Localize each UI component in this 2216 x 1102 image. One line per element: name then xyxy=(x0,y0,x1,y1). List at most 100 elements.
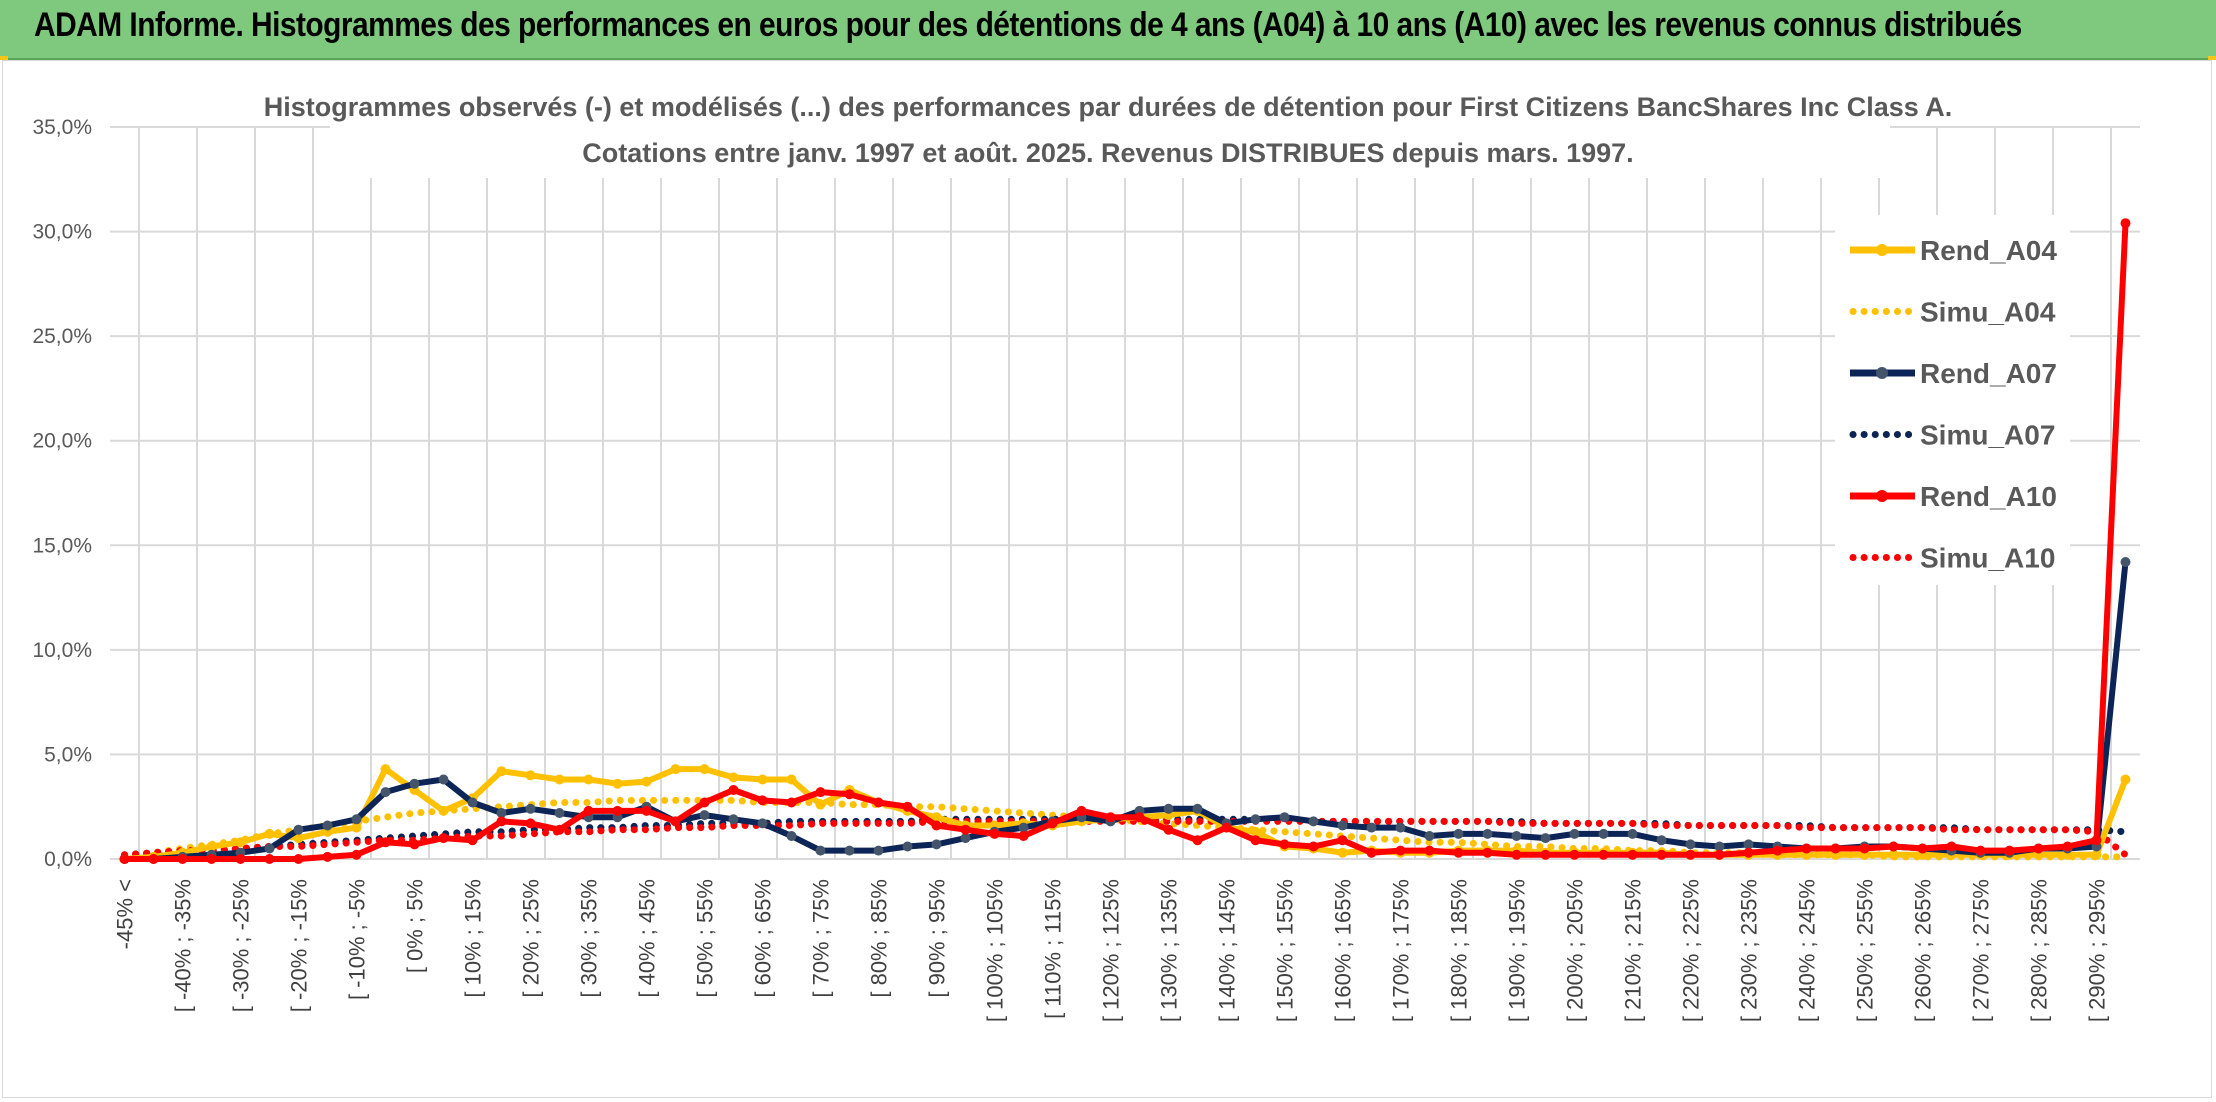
x-tick-label: [ 190% ; 195% xyxy=(1505,879,1530,1022)
x-tick-label: [ 160% ; 165% xyxy=(1331,879,1356,1022)
data-point-rend-a04 xyxy=(815,799,826,810)
data-point-rend-a10 xyxy=(989,828,1000,839)
x-tick-label: [ 280% ; 285% xyxy=(2027,879,2052,1022)
frame-corner-left xyxy=(0,56,8,60)
data-point-rend-a10 xyxy=(1569,849,1580,860)
x-tick-label: [ 250% ; 255% xyxy=(1853,879,1878,1022)
data-point-rend-a10 xyxy=(1714,849,1725,860)
data-point-rend-a10 xyxy=(1540,849,1551,860)
data-point-rend-a07 xyxy=(1685,839,1696,850)
data-point-rend-a10 xyxy=(844,789,855,800)
data-point-rend-a07 xyxy=(467,797,478,808)
data-point-rend-a10 xyxy=(931,820,942,831)
legend-background xyxy=(1835,215,2070,585)
x-tick-label: [ 290% ; 295% xyxy=(2085,879,2110,1022)
y-axis-ticks: 0,0% 5,0% 10,0% 15,0% 20,0% 25,0% 30,0% 35,0% xyxy=(32,116,92,871)
data-point-rend-a07 xyxy=(351,814,362,825)
x-tick-label: [ 30% ; 35% xyxy=(577,879,602,998)
series-line-rend-a10 xyxy=(124,223,2129,862)
data-point-rend-a04 xyxy=(554,774,565,785)
data-point-rend-a04 xyxy=(786,774,797,785)
data-point-rend-a07 xyxy=(1598,828,1609,839)
data-point-rend-a10 xyxy=(293,854,304,864)
data-point-rend-a10 xyxy=(1134,812,1145,823)
data-point-rend-a07 xyxy=(264,843,275,854)
data-point-rend-a10 xyxy=(322,851,333,862)
data-point-rend-a07 xyxy=(1308,816,1319,827)
data-point-rend-a07 xyxy=(554,808,565,818)
legend-label-simu-a10: Simu_A10 xyxy=(1920,543,2055,574)
x-tick-label: [ 40% ; 45% xyxy=(635,879,660,998)
data-point-rend-a10 xyxy=(438,833,449,844)
data-point-rend-a07 xyxy=(1424,831,1435,841)
data-point-rend-a10 xyxy=(583,805,594,816)
data-point-rend-a10 xyxy=(641,805,652,816)
x-tick-label: [ 70% ; 75% xyxy=(809,879,834,998)
y-tick-label: 15,0% xyxy=(32,534,92,557)
x-tick-label: [ 210% ; 215% xyxy=(1621,879,1646,1022)
data-point-rend-a10 xyxy=(1076,805,1087,816)
data-point-rend-a07 xyxy=(1366,822,1377,833)
x-tick-label: [ 150% ; 155% xyxy=(1273,879,1298,1022)
data-point-rend-a10 xyxy=(1772,845,1783,856)
data-point-rend-a04 xyxy=(496,766,507,777)
data-point-rend-a10 xyxy=(148,854,159,864)
data-point-rend-a10 xyxy=(1888,841,1899,852)
x-tick-label: [ 220% ; 225% xyxy=(1679,879,1704,1022)
data-point-rend-a04 xyxy=(612,778,623,789)
y-tick-label: 0,0% xyxy=(44,848,92,871)
data-point-rend-a10 xyxy=(960,824,971,835)
y-tick-label: 35,0% xyxy=(32,116,92,139)
data-point-rend-a07 xyxy=(322,820,333,831)
data-point-rend-a07 xyxy=(2120,557,2131,567)
data-point-rend-a07 xyxy=(815,845,826,856)
data-point-rend-a07 xyxy=(1482,828,1493,839)
data-point-rend-a10 xyxy=(1917,843,1928,854)
data-point-rend-a10 xyxy=(1830,843,1841,854)
data-point-rend-a10 xyxy=(1801,843,1812,854)
x-tick-label: [ 110% ; 115% xyxy=(1041,879,1066,1019)
data-point-rend-a07 xyxy=(1743,839,1754,850)
data-point-rend-a07 xyxy=(409,778,420,789)
data-point-rend-a10 xyxy=(699,797,710,808)
data-point-rend-a10 xyxy=(757,795,768,806)
data-point-rend-a07 xyxy=(496,808,507,818)
data-point-rend-a04 xyxy=(583,774,594,785)
data-point-rend-a10 xyxy=(177,854,188,864)
data-point-rend-a07 xyxy=(699,810,710,821)
legend-marker-rend-a10 xyxy=(1876,490,1888,502)
data-point-rend-a10 xyxy=(1627,849,1638,860)
data-point-rend-a10 xyxy=(873,797,884,808)
data-point-rend-a04 xyxy=(264,828,275,839)
data-point-rend-a04 xyxy=(1337,847,1348,858)
data-point-rend-a10 xyxy=(2062,841,2073,852)
data-point-rend-a07 xyxy=(786,831,797,841)
data-point-rend-a10 xyxy=(2004,845,2015,856)
data-point-rend-a10 xyxy=(1308,841,1319,852)
data-point-rend-a10 xyxy=(351,849,362,860)
data-point-rend-a04 xyxy=(670,764,681,775)
y-tick-label: 10,0% xyxy=(32,639,92,662)
x-tick-label: [ 50% ; 55% xyxy=(693,879,718,998)
data-point-rend-a07 xyxy=(1511,831,1522,841)
y-tick-label: 5,0% xyxy=(44,743,92,766)
data-point-rend-a07 xyxy=(525,803,536,814)
data-point-rend-a10 xyxy=(902,801,913,812)
data-point-rend-a04 xyxy=(293,833,304,844)
x-tick-label: [ -20% ; -15% xyxy=(287,879,312,1012)
x-tick-label: -45% < xyxy=(113,879,138,949)
data-point-rend-a07 xyxy=(293,824,304,835)
report-title: ADAM Informe. Histogrammes des performan… xyxy=(34,6,2022,44)
data-point-rend-a10 xyxy=(1453,847,1464,858)
data-point-rend-a10 xyxy=(380,837,391,848)
x-tick-label: [ 90% ; 95% xyxy=(925,879,950,998)
data-point-rend-a10 xyxy=(1192,835,1203,846)
y-tick-label: 30,0% xyxy=(32,221,92,244)
data-point-rend-a10 xyxy=(1482,847,1493,858)
data-point-rend-a10 xyxy=(496,816,507,827)
data-point-rend-a07 xyxy=(1163,803,1174,814)
chart-frame xyxy=(2,60,2212,1098)
data-point-rend-a10 xyxy=(2033,843,2044,854)
x-tick-label: [ 200% ; 205% xyxy=(1563,879,1588,1022)
